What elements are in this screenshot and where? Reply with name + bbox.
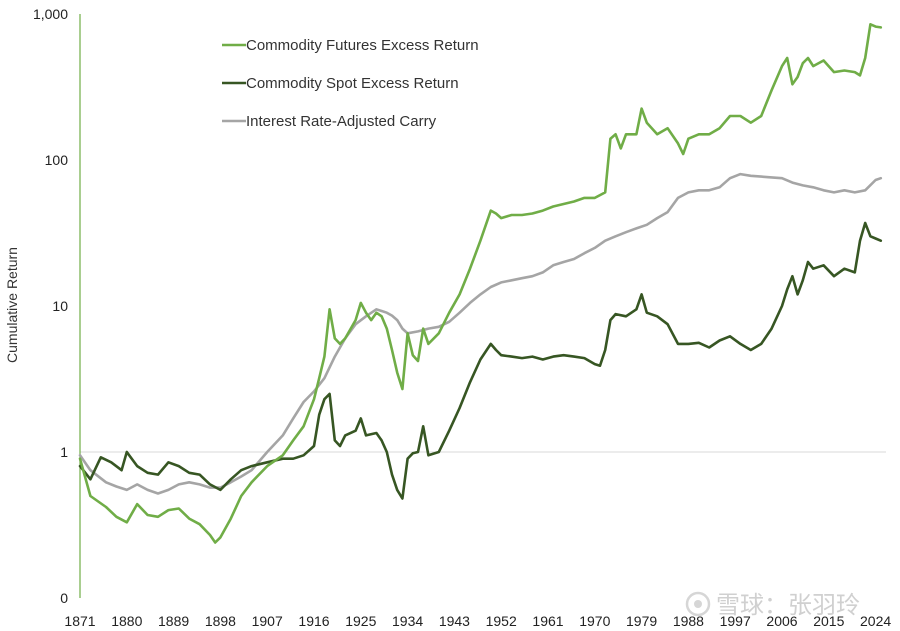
x-tick-label: 1943	[439, 613, 470, 629]
y-tick-label: 0	[60, 590, 68, 606]
x-tick-label: 2006	[766, 613, 797, 629]
y-tick-label: 1,000	[33, 6, 68, 22]
x-tick-label: 1880	[111, 613, 142, 629]
watermark-logo-dot	[694, 600, 702, 608]
x-tick-label: 1988	[673, 613, 704, 629]
x-tick-label: 1979	[626, 613, 657, 629]
watermark: 雪球：张羽玲	[685, 591, 860, 619]
x-tick-label: 1952	[486, 613, 517, 629]
x-tick-label: 1925	[345, 613, 376, 629]
watermark-text: 雪球：张羽玲	[716, 591, 860, 619]
y-tick-label: 10	[52, 298, 68, 314]
x-tick-label: 1970	[579, 613, 610, 629]
x-tick-label: 1916	[298, 613, 329, 629]
series-layer	[78, 23, 883, 544]
x-tick-label: 1889	[158, 613, 189, 629]
legend-label: Interest Rate-Adjusted Carry	[246, 113, 437, 130]
x-tick-label: 1934	[392, 613, 423, 629]
legend: Commodity Futures Excess Return Commodity…	[222, 37, 479, 130]
series-line-1	[78, 23, 883, 544]
series-line-3	[78, 172, 883, 495]
x-tick-label: 2024	[860, 613, 891, 629]
x-tick-label: 2015	[813, 613, 844, 629]
x-tick-label: 1961	[532, 613, 563, 629]
y-axis-title: Cumulative Return	[4, 247, 20, 363]
y-tick-label: 100	[45, 152, 69, 168]
x-tick-label: 1997	[720, 613, 751, 629]
x-tick-label: 1898	[205, 613, 236, 629]
legend-label: Commodity Spot Excess Return	[246, 75, 459, 92]
watermark-logo-icon	[685, 591, 711, 617]
series-line-2	[78, 221, 883, 500]
x-tick-label: 1907	[252, 613, 283, 629]
y-tick-label: 1	[60, 444, 68, 460]
legend-label: Commodity Futures Excess Return	[246, 37, 479, 54]
x-tick-label: 1871	[64, 613, 95, 629]
